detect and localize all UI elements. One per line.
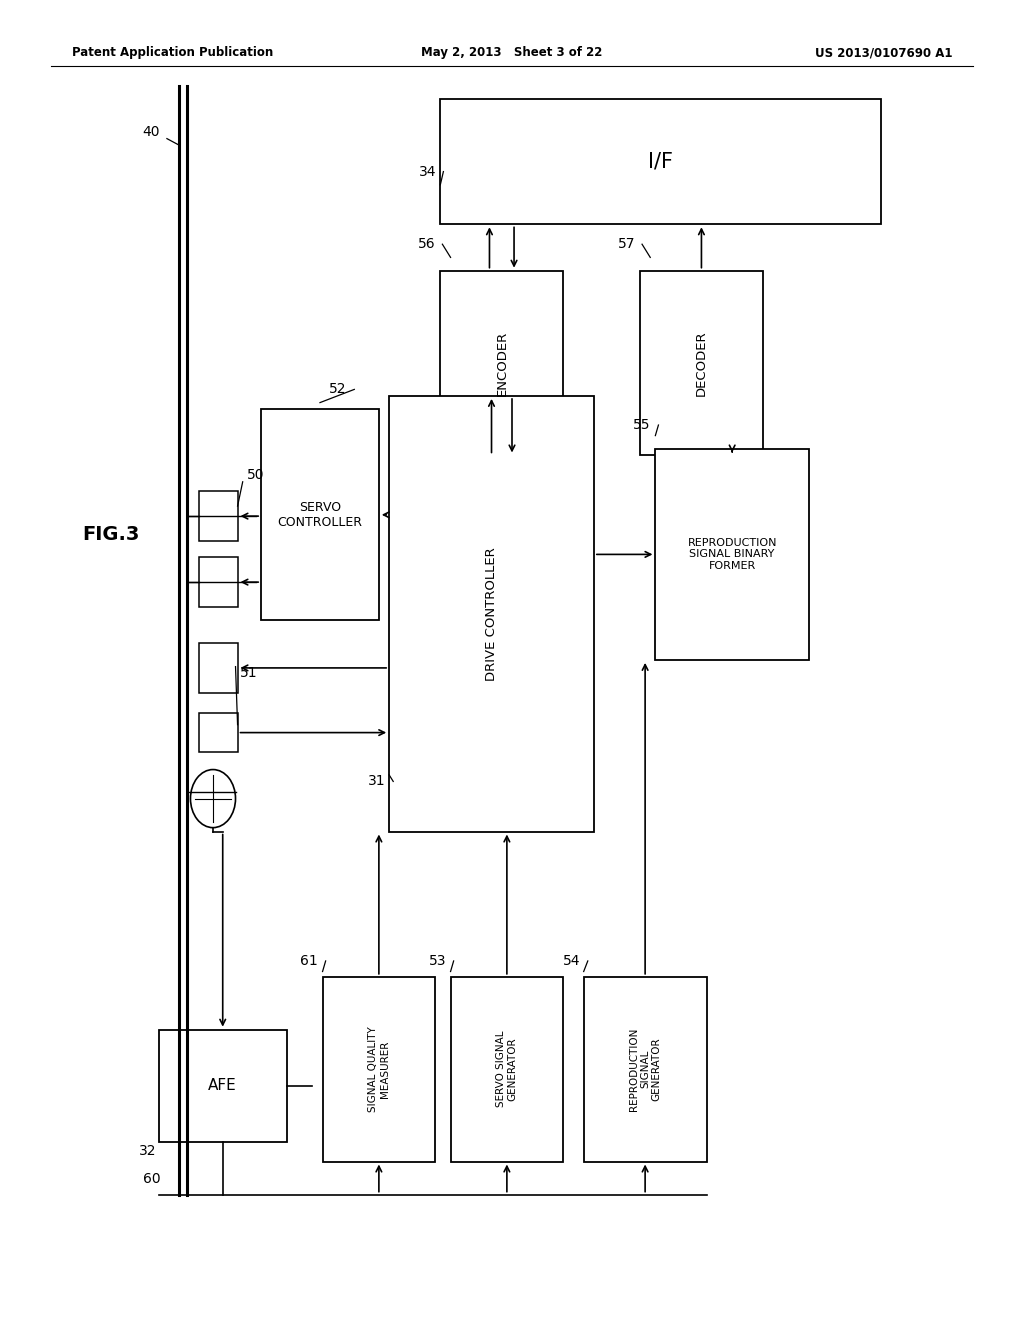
Text: 54: 54 [562,954,581,968]
Circle shape [190,770,236,828]
Bar [640,271,763,455]
Bar [199,491,238,541]
Text: SERVO
CONTROLLER: SERVO CONTROLLER [278,500,362,529]
Text: 60: 60 [142,1172,161,1185]
Bar [323,977,435,1162]
Text: 52: 52 [329,383,347,396]
Text: May 2, 2013   Sheet 3 of 22: May 2, 2013 Sheet 3 of 22 [421,46,603,59]
Bar [451,977,563,1162]
Text: Patent Application Publication: Patent Application Publication [72,46,273,59]
Bar [159,1030,287,1142]
Text: 51: 51 [240,667,258,680]
Bar [655,449,809,660]
Bar [440,271,563,455]
Text: ENCODER: ENCODER [496,330,508,396]
Text: FIG.3: FIG.3 [82,525,139,544]
Text: SIGNAL QUALITY
MEASURER: SIGNAL QUALITY MEASURER [368,1027,390,1111]
Text: 56: 56 [418,238,436,251]
Text: DECODER: DECODER [695,330,708,396]
Text: DRIVE CONTROLLER: DRIVE CONTROLLER [485,546,498,681]
Bar [584,977,707,1162]
Text: 53: 53 [428,954,446,968]
Text: 32: 32 [138,1144,157,1158]
Bar [440,99,881,224]
Text: 40: 40 [142,125,161,139]
Text: US 2013/0107690 A1: US 2013/0107690 A1 [815,46,952,59]
Bar [389,396,594,832]
Text: 55: 55 [633,418,651,432]
Text: 31: 31 [368,775,386,788]
Bar [261,409,379,620]
Text: 61: 61 [300,954,318,968]
Text: 34: 34 [419,165,437,178]
Bar [199,713,238,752]
Bar [199,643,238,693]
Text: SERVO SIGNAL
GENERATOR: SERVO SIGNAL GENERATOR [496,1031,518,1107]
Text: 50: 50 [247,469,265,482]
Text: 57: 57 [617,238,636,251]
Text: I/F: I/F [648,152,673,172]
Bar [199,557,238,607]
Text: AFE: AFE [208,1078,238,1093]
Text: REPRODUCTION
SIGNAL BINARY
FORMER: REPRODUCTION SIGNAL BINARY FORMER [687,537,777,572]
Text: REPRODUCTION
SIGNAL
GENERATOR: REPRODUCTION SIGNAL GENERATOR [629,1027,662,1111]
